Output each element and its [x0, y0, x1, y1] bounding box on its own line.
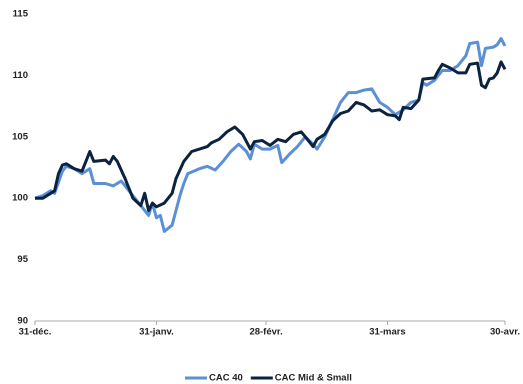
y-tick-label: 100 [12, 193, 28, 204]
x-tick-label: 31-mars [369, 327, 405, 338]
legend-label: CAC 40 [209, 373, 243, 384]
x-tick-label: 28-févr. [249, 327, 282, 338]
y-tick-label: 95 [17, 254, 28, 265]
y-tick-label: 115 [13, 9, 29, 20]
x-tick-label: 31-janv. [139, 327, 174, 338]
y-tick-label: 90 [17, 316, 28, 327]
y-tick-label: 110 [13, 70, 28, 81]
series-line [34, 37, 507, 233]
x-tick-label: 31-déc. [19, 327, 52, 338]
legend-label: CAC Mid & Small [275, 373, 352, 384]
series-line [35, 60, 507, 212]
x-tick-label: 30-avr. [490, 327, 520, 338]
y-tick-label: 105 [12, 131, 29, 142]
